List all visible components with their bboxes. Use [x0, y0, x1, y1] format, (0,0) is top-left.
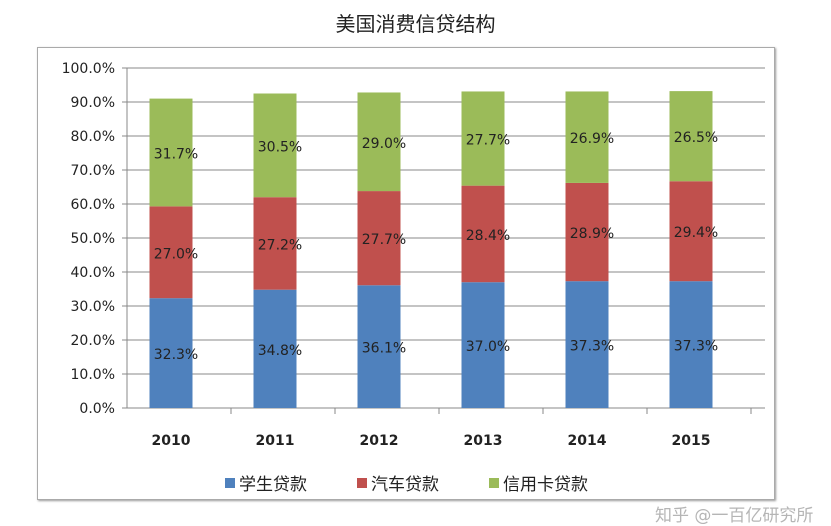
data-label: 28.9%: [570, 226, 614, 242]
bar-segment: [149, 298, 193, 408]
bar-segment: [461, 282, 505, 408]
watermark: 知乎 @一百亿研究所: [655, 506, 814, 526]
x-tick-label: 2015: [672, 433, 711, 449]
legend-label: 汽车贷款: [371, 475, 439, 495]
y-tick-label: 20.0%: [71, 333, 115, 349]
y-tick-label: 90.0%: [71, 95, 115, 111]
bar-segment: [357, 285, 401, 408]
bar-segment: [669, 281, 713, 408]
chart-title: 美国消费信贷结构: [335, 12, 496, 36]
data-label: 27.0%: [154, 246, 198, 262]
data-label: 29.4%: [674, 225, 718, 241]
data-label: 37.3%: [570, 339, 614, 355]
legend-item-student: 学生贷款: [225, 470, 307, 495]
data-label: 37.0%: [466, 339, 510, 355]
legend-label: 信用卡贷款: [503, 475, 588, 495]
bar-segment: [253, 289, 297, 408]
data-label: 27.7%: [466, 133, 510, 149]
data-label: 37.3%: [674, 339, 718, 355]
legend-label: 学生贷款: [239, 475, 307, 495]
data-label: 32.3%: [154, 347, 198, 363]
bar-segment: [669, 181, 713, 282]
bar-segment: [461, 185, 505, 283]
bar-segment: [149, 206, 193, 299]
y-tick-label: 30.0%: [71, 299, 115, 315]
bar-segment: [565, 281, 609, 408]
data-label: 26.5%: [674, 130, 718, 146]
bar-segment: [253, 197, 297, 290]
y-tick-label: 50.0%: [71, 231, 115, 247]
y-tick-label: 100.0%: [62, 61, 115, 77]
y-tick-label: 10.0%: [71, 367, 115, 383]
data-label: 27.7%: [362, 232, 406, 248]
data-label: 29.0%: [362, 136, 406, 152]
data-label: 36.1%: [362, 341, 406, 357]
bar-segment: [461, 91, 505, 186]
x-tick-label: 2013: [464, 433, 503, 449]
data-label: 27.2%: [258, 237, 302, 253]
x-tick-label: 2012: [360, 433, 399, 449]
y-tick-label: 40.0%: [71, 265, 115, 281]
legend-swatch: [489, 477, 499, 488]
legend-swatch: [357, 477, 367, 488]
data-label: 31.7%: [154, 146, 198, 162]
bar-segment: [149, 98, 193, 207]
x-tick-label: 2010: [152, 433, 191, 449]
bar-segment: [565, 182, 609, 282]
x-tick-label: 2011: [256, 433, 295, 449]
legend-item-credit-card: 信用卡贷款: [489, 470, 588, 495]
data-label: 30.5%: [258, 139, 302, 155]
y-tick-label: 0.0%: [79, 401, 115, 417]
y-tick-label: 70.0%: [71, 163, 115, 179]
bar-segment: [669, 91, 713, 182]
chart-frame: [37, 47, 775, 500]
legend: 学生贷款 汽车贷款 信用卡贷款: [225, 470, 588, 495]
bar-segment: [357, 191, 401, 286]
data-label: 26.9%: [570, 131, 614, 147]
y-tick-label: 60.0%: [71, 197, 115, 213]
legend-item-auto: 汽车贷款: [357, 470, 439, 495]
data-label: 28.4%: [466, 228, 510, 244]
x-tick-label: 2014: [568, 433, 607, 449]
bar-segment: [565, 91, 609, 183]
legend-swatch: [225, 477, 235, 488]
bar-segment: [357, 92, 401, 192]
y-tick-label: 80.0%: [71, 129, 115, 145]
bar-segment: [253, 93, 297, 198]
data-label: 34.8%: [258, 343, 302, 359]
